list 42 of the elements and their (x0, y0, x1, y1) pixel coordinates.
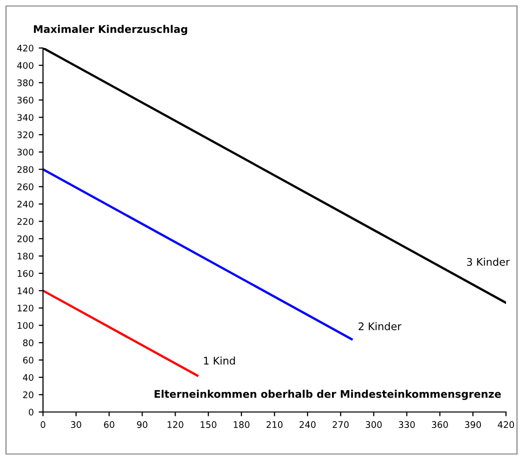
y-tick-label: 120 (18, 304, 34, 312)
x-tick-label: 330 (398, 421, 415, 428)
x-tick-label: 120 (168, 421, 184, 428)
series-label: 1 Kind (204, 356, 235, 365)
x-tick-label: 210 (266, 421, 283, 428)
y-tick-label: 40 (22, 374, 34, 381)
x-tick-label: 60 (104, 421, 114, 428)
x-tick-label: 390 (465, 421, 481, 428)
y-tick-label: 240 (17, 200, 34, 208)
y-tick-label: 420 (17, 44, 34, 52)
y-tick-label: 20 (23, 391, 34, 398)
y-axis-title: Maximaler Kinderzuschlag (34, 24, 188, 36)
x-tick-label: 360 (432, 421, 448, 428)
y-tick-label: 180 (18, 252, 34, 260)
x-tick-label: 270 (332, 421, 349, 428)
y-tick-label: 340 (17, 114, 34, 121)
x-tick-label: 90 (137, 421, 148, 428)
y-tick-label: 80 (23, 339, 34, 346)
y-tick-label: 320 (17, 131, 34, 138)
y-tick-label: 200 (17, 235, 34, 242)
y-tick-label: 220 (17, 218, 34, 225)
y-tick-label: 260 (17, 183, 34, 190)
y-tick-label: 160 (18, 270, 34, 277)
x-tick-label: 0 (40, 421, 46, 428)
y-tick-label: 360 (17, 96, 34, 104)
x-tick-label: 30 (71, 421, 82, 428)
x-tick-label: 420 (498, 421, 514, 428)
x-tick-label: 150 (200, 421, 216, 428)
x-tick-label: 240 (300, 421, 316, 428)
y-tick-label: 280 (17, 166, 34, 173)
y-tick-label: 100 (18, 322, 34, 329)
y-tick-label: 380 (17, 79, 34, 86)
x-tick-label: 180 (234, 421, 250, 428)
y-tick-label: 140 (18, 287, 34, 294)
series-label: 3 Kinder (467, 258, 510, 266)
y-tick-label: 0 (28, 408, 34, 416)
y-tick-label: 300 (17, 148, 34, 156)
y-tick-label: 400 (17, 62, 34, 69)
y-tick-label: 60 (23, 356, 34, 364)
x-tick-label: 300 (366, 421, 382, 428)
series-label: 2 Kinder (358, 322, 402, 330)
x-axis-title: Elterneinkommen oberhalb der Mindesteinkommensgrenze (154, 390, 501, 400)
